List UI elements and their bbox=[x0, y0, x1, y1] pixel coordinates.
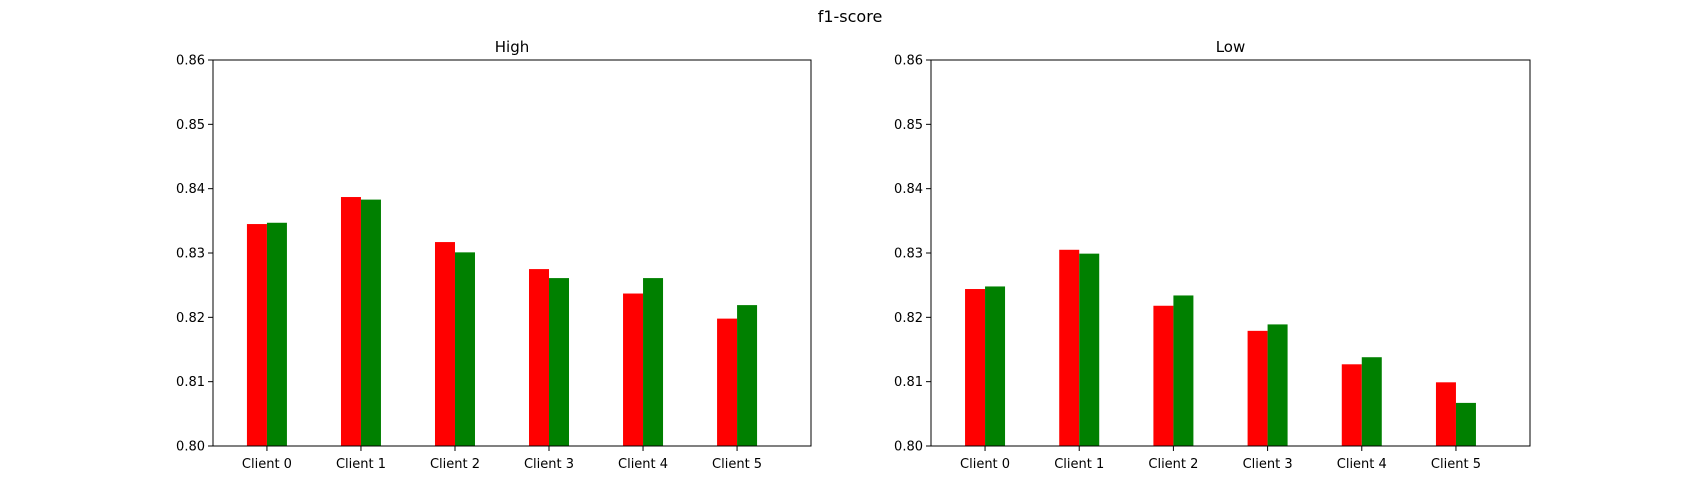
bar-low-client-3-series-0 bbox=[1247, 330, 1268, 446]
axes-frame-low bbox=[930, 59, 1531, 447]
bar-high-client-5-series-0 bbox=[717, 318, 738, 446]
chart-title-low: Low bbox=[1216, 38, 1246, 56]
x-tick-label-low-2: Client 2 bbox=[1148, 457, 1198, 472]
bar-high-client-5-series-1 bbox=[737, 305, 758, 446]
bar-low-client-1-series-1 bbox=[1079, 253, 1100, 446]
chart-panel-low: Client 0 Client 1 Client 2 Client 3 Client 4… bbox=[894, 38, 1531, 472]
bar-low-client-1-series-0 bbox=[1059, 249, 1080, 446]
y-tick-label-high-1: 0.81 bbox=[176, 375, 205, 390]
axes-frame-high bbox=[212, 59, 812, 447]
bar-low-client-3-series-1 bbox=[1267, 324, 1288, 446]
y-tick-label-high-0: 0.80 bbox=[176, 440, 205, 455]
chart-panel-high: Client 0 Client 1 Client 2 Client 3 Client 4… bbox=[176, 38, 812, 472]
y-tick-label-low-2: 0.82 bbox=[894, 311, 923, 326]
chart-title-high: High bbox=[495, 38, 529, 56]
bar-high-client-0-series-1 bbox=[266, 222, 287, 446]
bar-high-client-2-series-0 bbox=[434, 242, 455, 446]
bar-low-client-4-series-0 bbox=[1341, 364, 1362, 446]
x-tick-label-low-3: Client 3 bbox=[1243, 457, 1293, 472]
bar-low-client-2-series-0 bbox=[1153, 305, 1174, 446]
y-tick-label-low-4: 0.84 bbox=[894, 182, 923, 197]
y-tick-label-high-3: 0.83 bbox=[176, 247, 205, 262]
bar-high-client-2-series-1 bbox=[454, 252, 475, 446]
bar-high-client-4-series-1 bbox=[643, 278, 664, 446]
x-tick-label-low-0: Client 0 bbox=[960, 457, 1010, 472]
bar-low-client-0-series-1 bbox=[985, 286, 1006, 446]
y-tick-label-low-3: 0.83 bbox=[894, 247, 923, 262]
bar-high-client-0-series-0 bbox=[246, 224, 267, 446]
y-tick-label-high-4: 0.84 bbox=[176, 182, 205, 197]
bar-high-client-3-series-1 bbox=[549, 278, 570, 446]
x-tick-label-high-4: Client 4 bbox=[618, 457, 668, 472]
y-tick-label-high-6: 0.86 bbox=[176, 54, 205, 69]
x-tick-label-high-2: Client 2 bbox=[430, 457, 480, 472]
y-tick-label-low-6: 0.86 bbox=[894, 54, 923, 69]
x-tick-label-high-3: Client 3 bbox=[524, 457, 574, 472]
x-tick-label-low-4: Client 4 bbox=[1337, 457, 1387, 472]
bar-low-client-0-series-0 bbox=[965, 289, 986, 446]
y-tick-label-high-5: 0.85 bbox=[176, 118, 205, 133]
y-tick-label-high-2: 0.82 bbox=[176, 311, 205, 326]
bar-high-client-1-series-1 bbox=[360, 199, 381, 446]
y-tick-label-low-1: 0.81 bbox=[894, 375, 923, 390]
bar-low-client-4-series-1 bbox=[1361, 357, 1382, 446]
bar-low-client-5-series-1 bbox=[1455, 402, 1476, 446]
figure-title: f1-score bbox=[818, 7, 883, 26]
x-tick-label-low-5: Client 5 bbox=[1431, 457, 1481, 472]
y-tick-label-low-5: 0.85 bbox=[894, 118, 923, 133]
bar-high-client-1-series-0 bbox=[340, 197, 361, 446]
x-tick-label-high-5: Client 5 bbox=[712, 457, 762, 472]
x-tick-label-low-1: Client 1 bbox=[1054, 457, 1104, 472]
x-tick-label-high-0: Client 0 bbox=[242, 457, 292, 472]
bar-low-client-5-series-0 bbox=[1435, 382, 1456, 446]
bar-high-client-3-series-0 bbox=[529, 269, 550, 446]
x-tick-label-high-1: Client 1 bbox=[336, 457, 386, 472]
y-tick-label-low-0: 0.80 bbox=[894, 440, 923, 455]
bar-high-client-4-series-0 bbox=[623, 293, 644, 446]
bar-low-client-2-series-1 bbox=[1173, 295, 1194, 446]
